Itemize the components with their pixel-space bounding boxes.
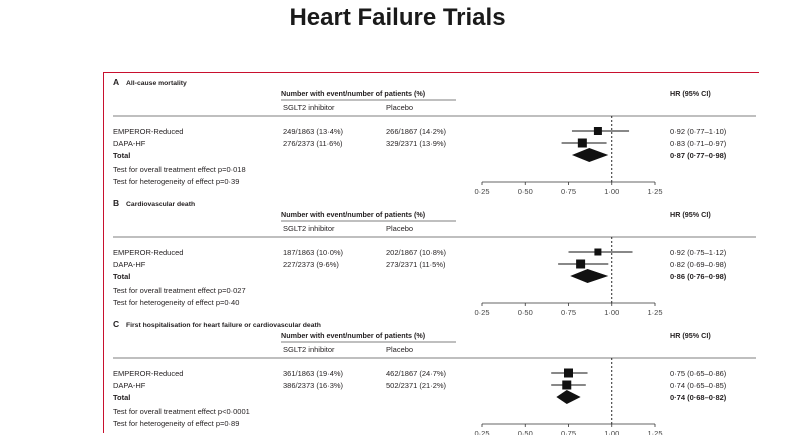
sglt2-column-header: SGLT2 inhibitor (283, 224, 335, 233)
hr-value: 0·92 (0·75–1·12) (670, 248, 727, 257)
study-name: Total (113, 151, 130, 160)
hr-value: 0·92 (0·77–1·10) (670, 127, 727, 136)
hr-value: 0·74 (0·65–0·85) (670, 381, 727, 390)
study-name: Total (113, 393, 130, 402)
sglt2-column-header: SGLT2 inhibitor (283, 345, 335, 354)
x-tick-label: 0·75 (561, 308, 576, 317)
hr-value: 0·87 (0·77–0·98) (670, 151, 727, 160)
page-title: Heart Failure Trials (289, 4, 506, 31)
placebo-events: 273/2371 (11·5%) (386, 260, 446, 269)
hr-square-marker (593, 127, 602, 135)
hr-square-marker (577, 138, 587, 148)
hr-square-marker (594, 248, 602, 256)
x-tick-label: 0·50 (518, 429, 533, 435)
x-tick-label: 0·25 (474, 187, 489, 196)
study-name: DAPA-HF (113, 381, 146, 390)
panel-letter: A (113, 77, 119, 87)
hr-value: 0·86 (0·76–0·98) (670, 272, 727, 281)
sglt2-column-header: SGLT2 inhibitor (283, 103, 335, 112)
placebo-events: 202/1867 (10·8%) (386, 248, 447, 257)
x-tick-label: 0·50 (518, 308, 533, 317)
sglt2-events: 386/2373 (16·3%) (283, 381, 344, 390)
x-tick-label: 0·75 (561, 429, 576, 435)
overall-effect-test: Test for overall treatment effect p=0·01… (113, 165, 246, 174)
hr-square-marker (564, 368, 573, 378)
heterogeneity-test: Test for heterogeneity of effect p=0·40 (113, 298, 239, 307)
x-tick-label: 0·25 (474, 308, 489, 317)
x-tick-label: 1·00 (604, 308, 619, 317)
x-tick-label: 1·25 (647, 187, 662, 196)
panel-title: All-cause mortality (126, 80, 187, 87)
panel-letter: C (113, 319, 119, 329)
study-name: EMPEROR-Reduced (113, 248, 183, 257)
x-tick-label: 0·25 (474, 429, 489, 435)
column-group-header: Number with event/number of patients (%) (281, 331, 426, 340)
study-name: Total (113, 272, 130, 281)
forest-panel-b: B Cardiovascular death Number with event/n… (113, 198, 756, 317)
sglt2-events: 187/1863 (10·0%) (283, 248, 344, 257)
forest-panel-c: C First hospitalisation for heart failure… (113, 319, 756, 435)
pooled-diamond (556, 390, 581, 404)
column-group-header: Number with event/number of patients (%) (281, 89, 426, 98)
placebo-column-header: Placebo (386, 103, 413, 112)
sglt2-events: 249/1863 (13·4%) (283, 127, 344, 136)
x-tick-label: 1·25 (647, 308, 662, 317)
x-tick-label: 1·00 (604, 429, 619, 435)
sglt2-events: 227/2373 (9·6%) (283, 260, 339, 269)
x-tick-label: 1·00 (604, 187, 619, 196)
placebo-events: 502/2371 (21·2%) (386, 381, 447, 390)
hr-column-header: HR (95% CI) (670, 331, 711, 340)
x-tick-label: 0·75 (561, 187, 576, 196)
sglt2-events: 276/2373 (11·6%) (283, 139, 343, 148)
hr-column-header: HR (95% CI) (670, 89, 711, 98)
hr-value: 0·74 (0·68–0·82) (670, 393, 727, 402)
study-name: DAPA-HF (113, 260, 146, 269)
hr-value: 0·82 (0·69–0·98) (670, 260, 727, 269)
overall-effect-test: Test for overall treatment effect p=0·02… (113, 286, 246, 295)
column-group-header: Number with event/number of patients (%) (281, 210, 426, 219)
pooled-diamond (570, 269, 609, 283)
hr-column-header: HR (95% CI) (670, 210, 711, 219)
sglt2-events: 361/1863 (19·4%) (283, 369, 344, 378)
heterogeneity-test: Test for heterogeneity of effect p=0·39 (113, 177, 239, 186)
hr-square-marker (576, 259, 586, 269)
hr-square-marker (562, 380, 572, 390)
hr-value: 0·83 (0·71–0·97) (670, 139, 727, 148)
x-tick-label: 1·25 (647, 429, 662, 435)
pooled-diamond (571, 148, 609, 162)
placebo-column-header: Placebo (386, 224, 413, 233)
panel-letter: B (113, 198, 119, 208)
placebo-events: 266/1867 (14·2%) (386, 127, 447, 136)
panel-title: Cardiovascular death (126, 201, 195, 208)
forest-panel-a: A All-cause mortality Number with event/nu… (113, 77, 756, 196)
overall-effect-test: Test for overall treatment effect p<0·00… (113, 407, 250, 416)
study-name: EMPEROR-Reduced (113, 127, 183, 136)
hr-value: 0·75 (0·65–0·86) (670, 369, 727, 378)
figure-frame (103, 72, 759, 433)
placebo-events: 462/1867 (24·7%) (386, 369, 447, 378)
placebo-events: 329/2371 (13·9%) (386, 139, 447, 148)
placebo-column-header: Placebo (386, 345, 413, 354)
panel-title: First hospitalisation for heart failure … (126, 322, 321, 329)
study-name: DAPA-HF (113, 139, 146, 148)
heterogeneity-test: Test for heterogeneity of effect p=0·89 (113, 419, 239, 428)
x-tick-label: 0·50 (518, 187, 533, 196)
study-name: EMPEROR-Reduced (113, 369, 183, 378)
